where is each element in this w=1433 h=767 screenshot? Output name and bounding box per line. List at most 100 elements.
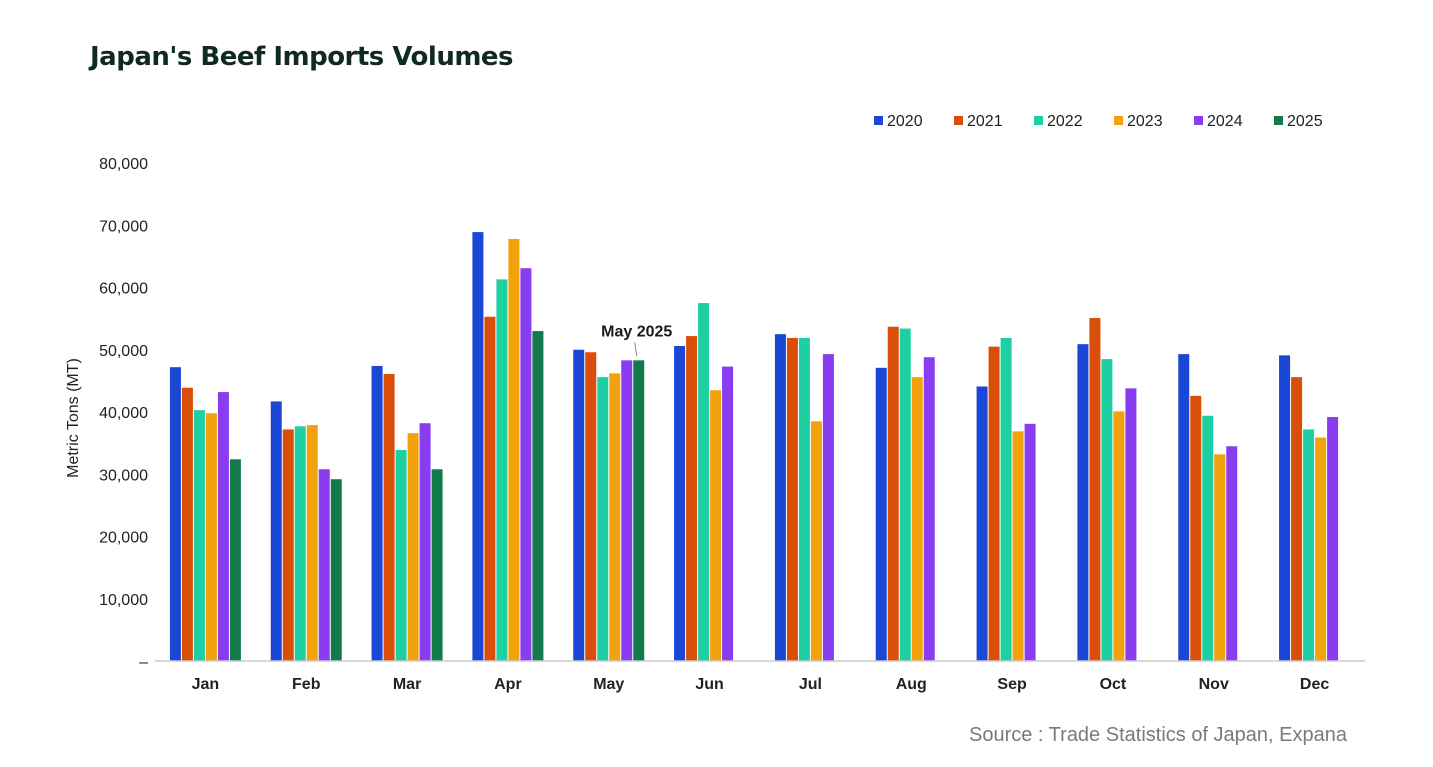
bar-2022-mar [395, 449, 407, 661]
x-tick-label: Feb [292, 676, 321, 693]
y-tick-label: 70,000 [99, 218, 148, 235]
bar-2023-jan [205, 413, 217, 661]
x-tick-label: Aug [896, 676, 927, 693]
legend-label-2024: 2024 [1207, 113, 1243, 130]
bar-2024-aug [923, 357, 935, 661]
bar-2022-sep [1000, 337, 1012, 661]
bar-2020-apr [472, 232, 484, 661]
bar-2021-oct [1089, 318, 1101, 661]
bar-2020-feb [270, 401, 282, 661]
bar-2020-jun [674, 346, 686, 661]
y-tick-label: 30,000 [99, 467, 148, 484]
bar-2024-oct [1125, 388, 1137, 661]
bar-2024-dec [1327, 416, 1339, 661]
bar-2023-aug [911, 377, 923, 661]
x-tick-label: Jun [695, 676, 723, 693]
bar-2021-nov [1190, 395, 1202, 661]
bar-2023-feb [306, 425, 318, 661]
y-tick-label: 10,000 [99, 592, 148, 609]
bar-2024-may [621, 360, 633, 661]
x-tick-label: Oct [1100, 676, 1127, 693]
bar-2024-mar [419, 423, 431, 661]
bar-2022-may [597, 377, 609, 661]
bar-2020-oct [1077, 344, 1089, 661]
bar-2023-oct [1113, 411, 1125, 661]
annotation-leader [634, 342, 638, 357]
x-axis: Jan Feb Mar Apr May Jun Jul Aug Sep Oct Nov Dec [192, 676, 1330, 693]
legend-label-2023: 2023 [1127, 113, 1163, 130]
bar-2020-dec [1279, 355, 1291, 661]
bar-2021-dec [1291, 377, 1303, 661]
bar-2023-jun [710, 390, 722, 661]
bar-2023-apr [508, 238, 520, 661]
bar-2023-sep [1012, 431, 1024, 661]
annotations: May 2025 [601, 323, 672, 357]
y-tick-label: 20,000 [99, 530, 148, 547]
bar-2022-jul [798, 337, 810, 661]
bar-2021-sep [988, 346, 1000, 661]
bar-2021-jun [686, 336, 698, 661]
x-tick-label: Jan [192, 676, 220, 693]
legend-swatch-2021 [954, 116, 963, 125]
bar-2020-aug [875, 367, 887, 661]
x-tick-label: Mar [393, 676, 421, 693]
x-tick-label: Dec [1300, 676, 1329, 693]
legend-swatch-2020 [874, 116, 883, 125]
bar-2025-may [633, 360, 645, 661]
bar-2024-jun [722, 366, 734, 661]
bar-2023-jul [810, 421, 822, 661]
bar-2024-jul [822, 354, 834, 661]
bar-2022-aug [899, 328, 911, 661]
y-tick-label: – [139, 654, 148, 671]
legend-label-2020: 2020 [887, 113, 923, 130]
x-tick-label: Sep [997, 676, 1027, 693]
bar-2022-jan [193, 410, 205, 661]
bar-2022-feb [294, 426, 306, 661]
bar-2020-nov [1178, 354, 1190, 661]
bar-2022-jun [698, 303, 710, 661]
legend-label-2022: 2022 [1047, 113, 1083, 130]
bar-2024-apr [520, 268, 532, 661]
legend-swatch-2024 [1194, 116, 1203, 125]
chart-title: Japan's Beef Imports Volumes [90, 42, 514, 72]
bar-2024-nov [1226, 446, 1238, 661]
bar-2020-jul [774, 334, 786, 661]
y-tick-label: 60,000 [99, 281, 148, 298]
y-tick-label: 40,000 [99, 405, 148, 422]
bar-2022-dec [1303, 429, 1315, 661]
bar-2023-mar [407, 433, 419, 661]
bar-2024-sep [1024, 423, 1036, 661]
y-axis: – 10,000 20,000 30,000 40,000 50,000 60,000 70,… [99, 156, 148, 671]
bar-2021-mar [383, 374, 395, 661]
legend-swatch-2025 [1274, 116, 1283, 125]
bar-2025-jan [229, 459, 241, 661]
bar-2021-may [585, 352, 597, 661]
legend-swatch-2023 [1114, 116, 1123, 125]
source-note: Source : Trade Statistics of Japan, Expa… [969, 724, 1347, 746]
bar-2024-jan [217, 392, 229, 661]
bar-2021-feb [282, 429, 294, 661]
bar-2022-apr [496, 279, 508, 661]
bar-2022-oct [1101, 359, 1113, 661]
bar-2025-apr [532, 331, 544, 661]
bar-2020-jan [169, 367, 181, 661]
x-tick-label: Nov [1199, 676, 1229, 693]
legend-label-2021: 2021 [967, 113, 1003, 130]
bar-2020-sep [976, 386, 988, 661]
bar-2020-may [573, 349, 585, 661]
bar-2025-feb [330, 479, 342, 661]
bar-2021-jul [786, 337, 798, 661]
bar-2020-mar [371, 365, 383, 661]
y-tick-label: 50,000 [99, 343, 148, 360]
legend-label-2025: 2025 [1287, 113, 1323, 130]
y-axis-label: Metric Tons (MT) [65, 358, 82, 478]
bar-2021-jan [181, 387, 193, 661]
bar-2024-feb [318, 469, 330, 661]
x-tick-label: Jul [799, 676, 822, 693]
bar-2021-apr [484, 316, 496, 661]
bars [169, 232, 1339, 661]
x-tick-label: May [593, 676, 624, 693]
bar-2021-aug [887, 326, 899, 661]
bar-2023-nov [1214, 454, 1226, 661]
